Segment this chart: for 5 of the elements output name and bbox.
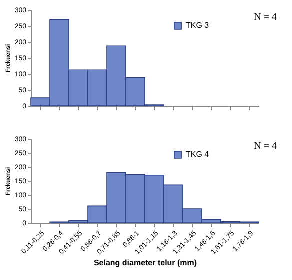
x-axis-title: Selang diameter telur (mm) (94, 258, 198, 268)
legend-label: TKG 4 (186, 150, 210, 159)
annotation: N = 4 (254, 141, 277, 152)
annotation: N = 4 (254, 12, 277, 23)
legend-label: TKG 3 (186, 21, 210, 30)
